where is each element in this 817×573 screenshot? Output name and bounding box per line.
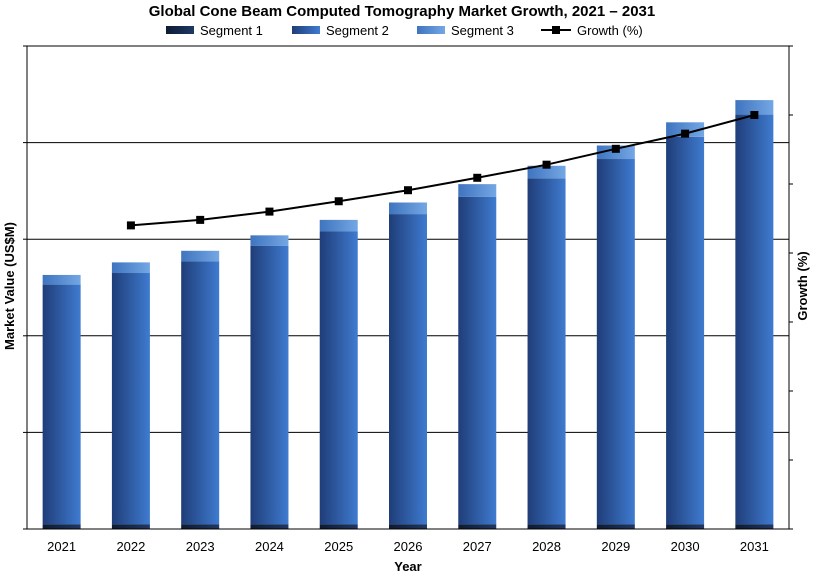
bar-segment-3-2024 [250,235,289,246]
bar-segment-2-2026 [389,214,427,525]
legend-swatch-marker [552,26,560,34]
bar-segment-1-2027 [458,524,497,529]
bar-segment-3-2028 [527,165,566,179]
growth-point-2024 [265,207,274,216]
bar-segment-2-2028 [527,178,566,525]
bar-segment-1-2023 [181,524,220,529]
chart-title: Global Cone Beam Computed Tomography Mar… [149,3,656,20]
growth-series-line [130,114,755,227]
bar-segment-3-2025 [319,219,358,232]
legend: Segment 1 Segment 2 Segment 3 Growth (%) [166,23,643,38]
bar-segment-1-2025 [319,524,358,529]
legend-label: Segment 1 [200,23,263,38]
bar-segment-3-2023 [181,250,220,262]
bar-segment-3-2022 [111,262,150,274]
bar-segment-2-2021 [42,284,81,525]
growth-point-2022 [126,221,135,230]
bar-segment-3-2031 [735,100,774,115]
bar-segment-2-2031 [735,114,774,525]
bar-segment-2-2027 [458,196,497,525]
x-tick-label: 2028 [532,539,561,554]
x-tick-label: 2029 [601,539,630,554]
legend-swatch [417,26,445,34]
bar-segment-3-2030 [666,122,705,137]
legend-label: Growth (%) [577,23,643,38]
bar-segment-2-2023 [181,261,220,525]
bars [42,100,774,529]
x-tick-label: 2026 [394,539,423,554]
growth-point-2030 [681,129,690,138]
bar-segment-1-2029 [596,524,635,529]
bar-segment-1-2022 [111,524,150,529]
y2-axis-title: Growth (%) [795,251,810,320]
growth-point-2027 [473,173,482,182]
y-axis-title: Market Value (US$M) [2,222,17,350]
x-tick-label: 2022 [116,539,145,554]
growth-point-2026 [404,186,412,195]
plot-area-border [26,45,790,530]
bar-segment-2-2025 [319,231,358,525]
legend-label: Segment 3 [451,23,514,38]
bar-segment-3-2021 [42,274,81,285]
bar-segment-1-2024 [250,524,289,529]
bar-segment-2-2022 [111,273,150,525]
bar-segment-3-2027 [458,184,497,197]
bar-segment-1-2030 [666,524,705,529]
legend-label: Segment 2 [326,23,389,38]
growth-point-2023 [196,215,205,224]
bar-segment-2-2024 [250,245,289,525]
x-tick-label: 2021 [47,539,76,554]
growth-point-2028 [542,160,551,169]
axes [23,45,793,530]
x-tick-label: 2027 [463,539,492,554]
x-tick-label: 2023 [186,539,215,554]
x-tick-label: 2025 [324,539,353,554]
x-axis-title: Year [394,559,421,573]
bar-segment-1-2031 [735,524,774,529]
bar-segment-3-2026 [389,202,427,215]
x-tick-labels: 2021 2022 2023 2024 2025 2026 2027 2028 2029 2030… [47,539,769,554]
growth-point-2025 [334,197,343,206]
bar-segment-2-2029 [596,159,635,525]
growth-line [126,111,759,230]
legend-swatch [166,26,194,34]
bar-segment-2-2030 [666,136,705,525]
bar-segment-1-2028 [527,524,566,529]
bar-segment-1-2021 [42,524,81,529]
legend-swatch [292,26,320,34]
growth-point-2031 [750,111,759,119]
bar-segment-1-2026 [389,524,427,529]
growth-point-2029 [611,144,620,153]
x-tick-label: 2030 [671,539,700,554]
x-tick-label: 2024 [255,539,284,554]
x-tick-label: 2031 [740,539,769,554]
